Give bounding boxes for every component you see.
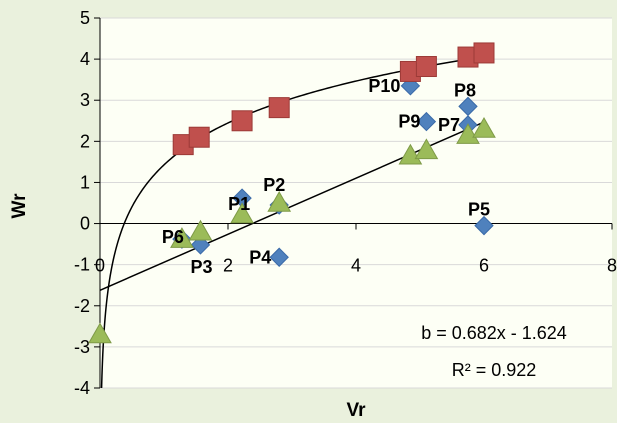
triangle-marker <box>472 116 496 138</box>
x-tick-label: 0 <box>95 256 105 276</box>
y-tick-label: 3 <box>80 90 90 110</box>
y-tick-label: 2 <box>80 131 90 151</box>
point-label: P1 <box>228 194 250 214</box>
x-tick-label: 6 <box>479 256 489 276</box>
point-label: P9 <box>398 112 420 132</box>
square-marker <box>415 56 437 78</box>
y-tick-label: -1 <box>74 255 90 275</box>
diamond-marker <box>269 247 289 267</box>
x-tick-label: 8 <box>607 256 617 276</box>
point-label: P8 <box>454 80 476 100</box>
point-labels: P1 P2 P3 P4 P5 P6 P7 P8 P9 P10 <box>162 76 490 277</box>
y-tick-label: 1 <box>80 172 90 192</box>
point-label: P4 <box>249 247 271 267</box>
square-marker <box>268 97 290 119</box>
triangle-marker <box>398 143 423 165</box>
square-marker <box>231 110 253 132</box>
triangle-marker <box>267 190 292 212</box>
square-marker <box>188 126 210 148</box>
triangle-marker <box>230 202 254 224</box>
point-label: P5 <box>468 200 490 220</box>
x-tick-labels: 0 2 4 6 8 <box>95 256 617 276</box>
x-axis-title: Vr <box>346 400 366 421</box>
diamond-marker <box>458 96 478 117</box>
y-tick-label: -3 <box>74 337 90 357</box>
point-label: P3 <box>190 257 212 277</box>
point-label: P6 <box>162 227 184 247</box>
plot-area <box>100 18 612 388</box>
triangle-marker <box>188 219 213 241</box>
point-label: P7 <box>438 115 460 135</box>
y-tick-label: -4 <box>74 378 90 398</box>
diamond-marker <box>474 215 494 236</box>
x-tick-label: 2 <box>223 256 233 276</box>
triangle-marker <box>88 322 112 344</box>
triangle-marker <box>170 227 194 248</box>
y-axis-title: Wr <box>9 193 30 219</box>
triangle-marker <box>414 138 439 160</box>
triangle-marker <box>456 123 480 144</box>
x-tick-label: 4 <box>351 256 361 276</box>
trendline-equation: b = 0.682x - 1.624 <box>421 323 567 343</box>
markers <box>88 42 496 344</box>
y-tick-label: 0 <box>80 214 90 234</box>
square-marker <box>473 42 495 64</box>
y-tick-label: -2 <box>74 296 90 316</box>
y-tick-label: 5 <box>80 8 90 28</box>
r-squared-label: R² = 0.922 <box>452 360 537 380</box>
point-label: P10 <box>368 76 400 96</box>
y-tick-labels: 5 4 3 2 1 0 -1 -2 -3 -4 <box>74 8 90 398</box>
y-tick-label: 4 <box>80 49 90 69</box>
diamond-marker <box>416 111 437 132</box>
point-label: P2 <box>263 175 285 195</box>
